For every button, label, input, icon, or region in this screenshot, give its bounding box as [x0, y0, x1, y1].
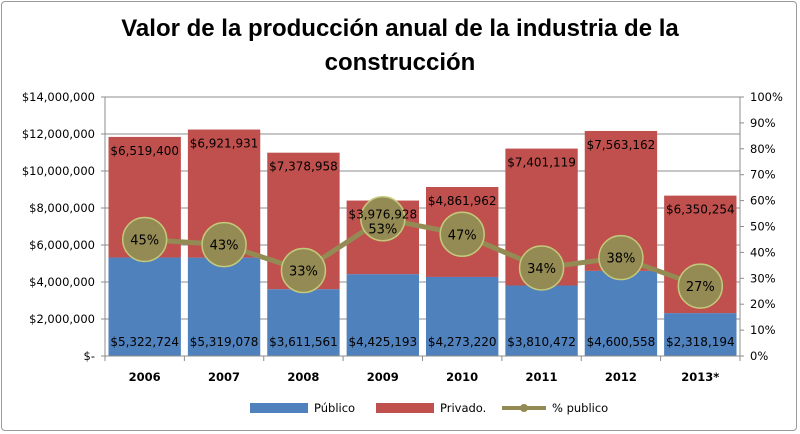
y-left-tick-label: $4,000,000 [29, 275, 95, 289]
point-label-pct: 38% [606, 252, 635, 267]
point-label-pct: 27% [686, 280, 715, 295]
chart-title: Valor de la producción anual de la indus… [121, 15, 679, 76]
y-right-tick-label: 50% [750, 220, 776, 234]
y-right-tick-label: 30% [750, 271, 776, 285]
marker-pct-publico [280, 247, 327, 294]
bar-publico [108, 257, 181, 356]
bar-publico [584, 270, 658, 356]
marker-pct-publico [677, 263, 724, 309]
y-left-tick-label: $8,000,000 [29, 201, 95, 215]
y-right-tick-label: 60% [750, 194, 776, 208]
y-left-tick-label: $6,000,000 [29, 238, 95, 252]
y-right-tick-label: 100% [750, 90, 783, 104]
bar-label-publico: $5,319,078 [190, 335, 259, 349]
bar-publico [426, 276, 499, 356]
y-right-tick-label: 80% [750, 142, 776, 156]
bar-label-privado: $4,861,962 [428, 194, 497, 208]
marker-pct-publico [201, 221, 247, 268]
y-right-tick-label: 20% [750, 297, 776, 311]
bar-label-publico: $3,810,472 [507, 335, 576, 349]
point-label-pct: 33% [289, 265, 318, 280]
bar-label-publico: $2,318,194 [666, 335, 735, 349]
y-left-tick-label: $14,000,000 [22, 90, 95, 104]
y-right-tick-label: 10% [750, 323, 776, 337]
marker-pct-publico [598, 234, 644, 281]
bar-label-privado: $7,378,958 [269, 160, 338, 174]
point-label-pct: 53% [368, 223, 397, 238]
x-tick-label: 2009 [367, 370, 399, 384]
bar-label-privado: $6,350,254 [666, 203, 735, 217]
y-left-tick-label: $2,000,000 [29, 312, 95, 326]
x-tick-label: 2007 [208, 370, 240, 384]
x-tick-label: 2012 [605, 370, 637, 384]
point-label-pct: 43% [210, 239, 239, 254]
marker-pct-publico [360, 195, 406, 242]
y-right-tick-label: 90% [750, 116, 776, 130]
point-label-pct: 34% [527, 262, 556, 277]
bar-label-publico: $4,425,193 [348, 335, 417, 349]
x-tick-label: 2008 [287, 370, 319, 384]
legend-swatch-privado [376, 403, 434, 413]
legend-label-publico: Público [314, 401, 355, 415]
x-tick-label: 2013* [681, 370, 719, 384]
point-label-pct: 47% [448, 228, 477, 243]
bar-label-privado: $6,519,400 [110, 144, 179, 158]
legend-label-privado: Privado. [440, 401, 486, 415]
marker-pct-publico [121, 216, 168, 263]
y-left-tick-label: $12,000,000 [22, 127, 95, 141]
bar-publico [187, 257, 261, 356]
marker-pct-publico [518, 245, 565, 291]
bar-publico [664, 313, 737, 356]
bar-label-publico: $4,273,220 [428, 335, 497, 349]
marker-pct-publico [439, 211, 485, 258]
point-label-pct: 45% [130, 233, 159, 248]
bar-label-publico: $5,322,724 [110, 335, 179, 349]
bar-label-publico: $3,611,561 [269, 335, 338, 349]
x-tick-label: 2010 [446, 370, 478, 384]
y-right-tick-label: 70% [750, 168, 776, 182]
bar-label-privado: $7,563,162 [587, 138, 656, 152]
bar-label-publico: $4,600,558 [587, 335, 656, 349]
bar-label-privado: $6,921,931 [190, 137, 259, 151]
bar-label-privado: $3,976,928 [348, 208, 417, 222]
y-left-tick-label: $10,000,000 [22, 164, 95, 178]
y-right-tick-label: 40% [750, 245, 776, 259]
x-tick-label: 2006 [129, 370, 161, 384]
x-tick-label: 2011 [526, 370, 558, 384]
legend-swatch-publico [250, 403, 308, 413]
bar-publico [505, 285, 578, 356]
bar-publico [346, 274, 419, 356]
y-right-tick-label: 0% [750, 349, 768, 363]
legend-label-pct: % publico [552, 401, 608, 415]
legend-marker-pct [520, 404, 528, 412]
y-left-tick-label: $- [84, 349, 95, 363]
bar-label-privado: $7,401,119 [507, 156, 576, 170]
bar-publico [267, 289, 340, 356]
